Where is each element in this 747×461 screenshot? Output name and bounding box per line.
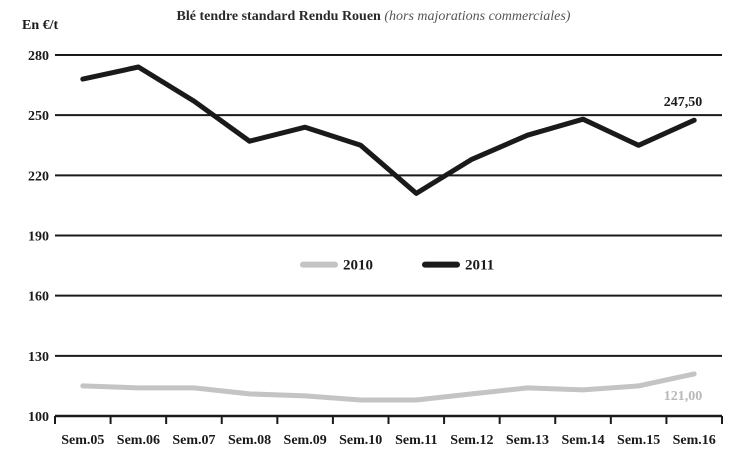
y-tick-label: 250 — [28, 109, 49, 124]
x-tick-label: Sem.08 — [228, 433, 271, 448]
x-tick-label: Sem.13 — [506, 433, 549, 448]
series-line-2010 — [80, 371, 697, 403]
x-tick-label: Sem.16 — [673, 433, 716, 448]
y-axis-unit-label: En €/t — [22, 18, 59, 33]
x-tick-label: Sem.11 — [395, 433, 437, 448]
chart-subtitle: (hors majorations commerciales) — [384, 9, 571, 24]
y-tick-label: 130 — [28, 350, 49, 365]
chart-title: Blé tendre standard Rendu Rouen (hors ma… — [0, 9, 747, 25]
x-tick-label: Sem.09 — [284, 433, 327, 448]
legend-label-2010: 2010 — [343, 258, 373, 274]
y-tick-label: 220 — [28, 169, 49, 184]
legend-label-2011: 2011 — [465, 258, 494, 274]
x-tick-label: Sem.06 — [117, 433, 160, 448]
x-tick-label: Sem.05 — [61, 433, 104, 448]
y-tick-label: 160 — [28, 290, 49, 305]
y-tick-label: 190 — [28, 230, 49, 245]
x-tick-label: Sem.12 — [450, 433, 493, 448]
chart-title-main: Blé tendre standard Rendu Rouen — [176, 9, 381, 24]
x-tick-label: Sem.14 — [561, 433, 604, 448]
y-tick-label: 280 — [28, 49, 49, 64]
end-value-label-2010: 121,00 — [664, 389, 703, 404]
series-line-2011 — [80, 64, 697, 196]
y-tick-label: 100 — [28, 410, 49, 425]
x-tick-label: Sem.10 — [339, 433, 382, 448]
x-tick-label: Sem.15 — [617, 433, 660, 448]
x-tick-label: Sem.07 — [172, 433, 215, 448]
end-value-label-2011: 247,50 — [664, 95, 703, 110]
